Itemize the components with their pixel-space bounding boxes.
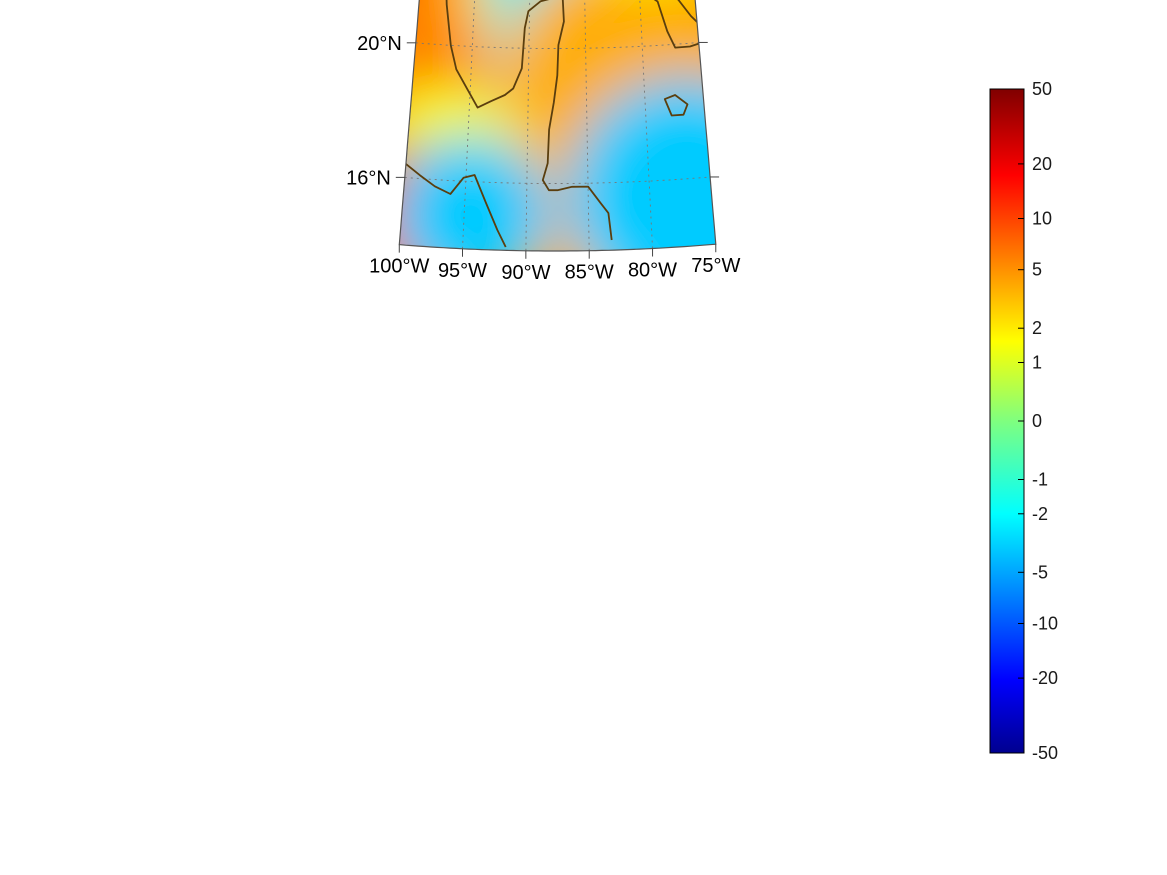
longitude-labels: 100°W 95°W 90°W 85°W 80°W 75°W [369,255,740,284]
coastline-hispaniola [705,37,716,99]
colorbar-tick-label: -2 [1032,504,1048,524]
colorbar-tick-label: 5 [1032,260,1042,280]
longitude-label: 100°W [369,256,429,278]
longitude-label: 95°W [438,260,487,282]
coastline-gulf-central-america [444,0,613,241]
longitude-label: 85°W [565,262,614,284]
longitude-label: 75°W [691,255,740,277]
colorbar-tick-label: 0 [1032,411,1042,431]
coastline-jamaica [663,94,689,117]
colorbar-tick-label: -20 [1032,668,1058,688]
latitude-labels: 16°N20°N24°N28°N32°N [346,33,402,190]
field-region-pacific-near-guatemala [566,75,716,251]
colorbar-tick-label: 50 [1032,79,1052,99]
colorbar-tick-label: 20 [1032,154,1052,174]
longitude-label: 90°W [501,262,550,284]
latitude-label: 20°N [357,33,402,55]
colorbar-tick-label: 1 [1032,353,1042,373]
colorbar-tick-label: 10 [1032,209,1052,229]
map-frame [398,0,717,252]
latitude-label: 16°N [346,167,391,189]
coastline-pacific [405,163,507,248]
frame-ticks [395,41,720,259]
colorbar-tick-label: -10 [1032,614,1058,634]
colorbar-tick-label: -1 [1032,470,1048,490]
colorbar-tick-label: -5 [1032,562,1048,582]
map-panel: 100°W95°W90°W85°W80°W75°W 16°N20°N24°N28… [346,0,740,284]
longitude-label: 80°W [628,260,677,282]
colorbar-tick-label: 2 [1032,318,1042,338]
field-region-pacific-near-guatemala [399,135,551,251]
colorbar-tick-label: -50 [1032,743,1058,763]
